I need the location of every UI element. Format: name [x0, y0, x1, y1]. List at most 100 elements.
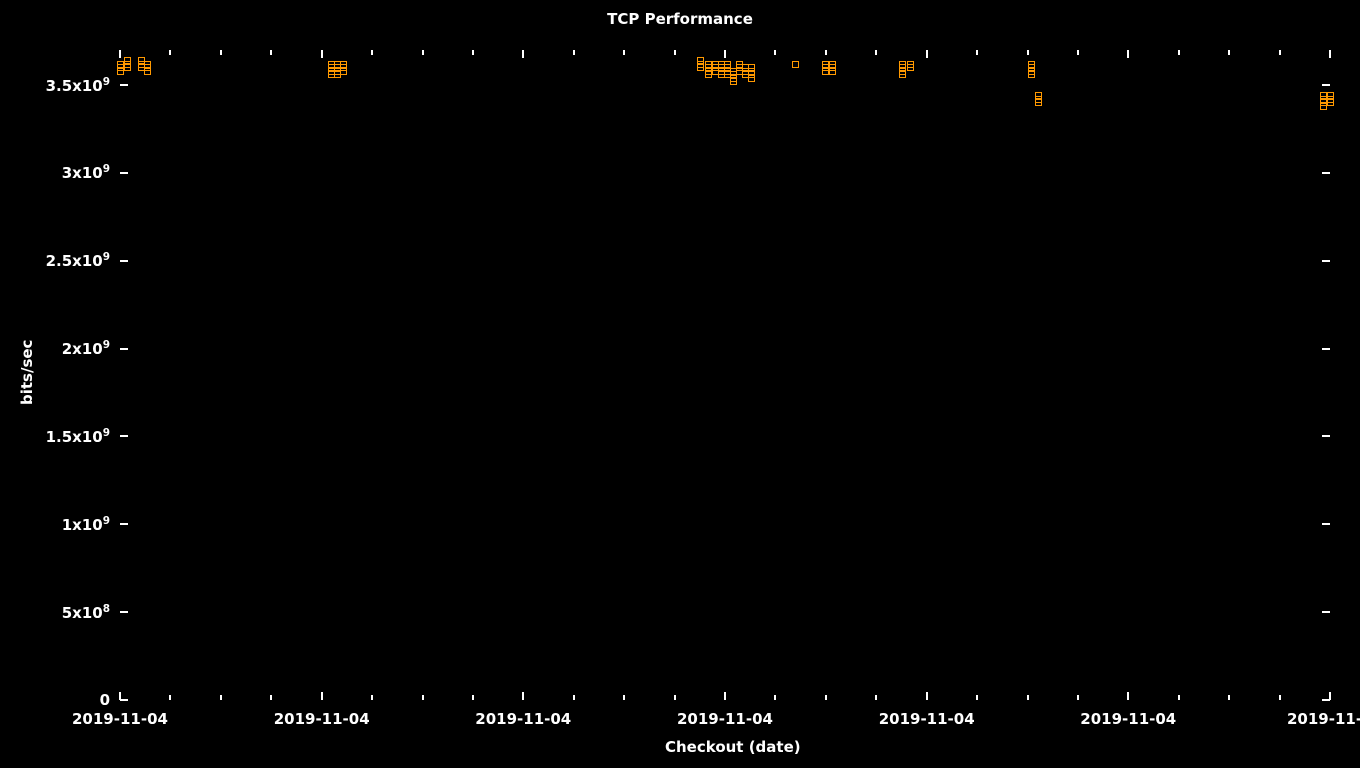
- y-tick: [120, 435, 128, 437]
- y-tick: [120, 523, 128, 525]
- data-point: [124, 57, 131, 64]
- x-minor-tick: [875, 695, 877, 700]
- data-point: [730, 78, 737, 85]
- x-tick: [1329, 50, 1331, 58]
- x-tick: [522, 50, 524, 58]
- data-point: [124, 64, 131, 71]
- x-tick: [1127, 692, 1129, 700]
- data-point: [829, 68, 836, 75]
- x-tick: [724, 692, 726, 700]
- data-point: [907, 64, 914, 71]
- x-minor-tick: [472, 695, 474, 700]
- x-minor-tick: [371, 50, 373, 55]
- y-tick: [120, 611, 128, 613]
- plot-area: [120, 50, 1330, 700]
- x-tick: [321, 50, 323, 58]
- data-point: [1035, 99, 1042, 106]
- x-tick: [1127, 50, 1129, 58]
- x-tick: [119, 50, 121, 58]
- x-minor-tick: [422, 50, 424, 55]
- x-tick: [926, 50, 928, 58]
- x-tick: [926, 692, 928, 700]
- x-minor-tick: [774, 695, 776, 700]
- data-point: [1028, 71, 1035, 78]
- data-point: [1327, 99, 1334, 106]
- y-tick: [1322, 84, 1330, 86]
- y-tick: [120, 172, 128, 174]
- x-minor-tick: [169, 695, 171, 700]
- x-minor-tick: [1077, 50, 1079, 55]
- x-axis-label: Checkout (date): [665, 738, 801, 756]
- x-minor-tick: [1279, 50, 1281, 55]
- x-minor-tick: [573, 50, 575, 55]
- y-tick-label: 1.5x109: [46, 427, 110, 446]
- y-tick-label: 3.5x109: [46, 76, 110, 95]
- x-minor-tick: [1077, 695, 1079, 700]
- x-minor-tick: [1279, 695, 1281, 700]
- x-tick: [522, 692, 524, 700]
- y-tick: [1322, 348, 1330, 350]
- x-minor-tick: [472, 50, 474, 55]
- data-point: [748, 75, 755, 82]
- x-minor-tick: [573, 695, 575, 700]
- x-tick-label: 2019-11-04: [677, 710, 773, 728]
- data-point: [792, 61, 799, 68]
- y-tick-label: 3x109: [62, 163, 110, 182]
- y-tick-label: 0: [100, 691, 110, 709]
- y-tick-label: 2x109: [62, 339, 110, 358]
- x-minor-tick: [1228, 695, 1230, 700]
- y-tick: [1322, 435, 1330, 437]
- chart-title: TCP Performance: [0, 10, 1360, 28]
- x-minor-tick: [1178, 50, 1180, 55]
- data-point: [144, 68, 151, 75]
- x-tick: [119, 692, 121, 700]
- data-point: [899, 71, 906, 78]
- x-tick-label: 2019-11-04: [274, 710, 370, 728]
- y-tick: [1322, 611, 1330, 613]
- data-point: [697, 64, 704, 71]
- data-point: [340, 68, 347, 75]
- x-minor-tick: [1228, 50, 1230, 55]
- x-tick-label: 2019-11-04: [1080, 710, 1176, 728]
- y-tick-label: 2.5x109: [46, 251, 110, 270]
- x-minor-tick: [422, 695, 424, 700]
- y-axis-label: bits/sec: [18, 340, 36, 405]
- x-tick: [1329, 692, 1331, 700]
- x-tick-label: 2019-11-0: [1287, 710, 1360, 728]
- x-minor-tick: [1027, 695, 1029, 700]
- x-tick-label: 2019-11-04: [72, 710, 168, 728]
- x-minor-tick: [623, 50, 625, 55]
- x-minor-tick: [976, 50, 978, 55]
- y-tick-label: 5x108: [62, 603, 110, 622]
- y-tick: [1322, 523, 1330, 525]
- y-tick: [120, 699, 128, 701]
- y-tick: [1322, 260, 1330, 262]
- x-tick-label: 2019-11-04: [879, 710, 975, 728]
- x-minor-tick: [270, 50, 272, 55]
- data-point: [705, 71, 712, 78]
- x-tick: [321, 692, 323, 700]
- x-tick: [724, 50, 726, 58]
- y-tick: [1322, 172, 1330, 174]
- x-minor-tick: [976, 695, 978, 700]
- x-minor-tick: [1178, 695, 1180, 700]
- x-minor-tick: [220, 695, 222, 700]
- x-minor-tick: [875, 50, 877, 55]
- x-minor-tick: [674, 50, 676, 55]
- y-tick-label: 1x109: [62, 515, 110, 534]
- y-tick: [120, 348, 128, 350]
- x-minor-tick: [674, 695, 676, 700]
- y-tick: [120, 84, 128, 86]
- y-tick: [120, 260, 128, 262]
- data-point: [822, 68, 829, 75]
- x-minor-tick: [270, 695, 272, 700]
- x-minor-tick: [825, 695, 827, 700]
- x-tick-label: 2019-11-04: [475, 710, 571, 728]
- x-minor-tick: [169, 50, 171, 55]
- x-minor-tick: [774, 50, 776, 55]
- x-minor-tick: [1027, 50, 1029, 55]
- x-minor-tick: [623, 695, 625, 700]
- x-minor-tick: [825, 50, 827, 55]
- x-minor-tick: [220, 50, 222, 55]
- data-point: [117, 68, 124, 75]
